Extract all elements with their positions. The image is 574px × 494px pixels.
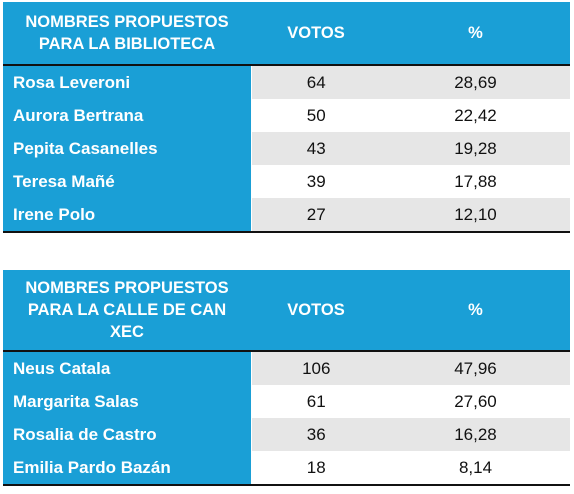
header-line: NOMBRES PROPUESTOS — [25, 279, 229, 297]
table-row: Aurora Bertrana 50 22,42 — [3, 99, 570, 132]
names-column-header: NOMBRES PROPUESTOS PARA LA BIBLIOTECA — [3, 2, 251, 66]
percent-cell: 8,14 — [381, 451, 570, 486]
votes-cell: 61 — [251, 385, 381, 418]
votes-cell: 36 — [251, 418, 381, 451]
percent-cell: 27,60 — [381, 385, 570, 418]
header-line: PARA LA CALLE DE CAN — [27, 301, 227, 319]
percent-cell: 28,69 — [381, 65, 570, 99]
percent-cell: 17,88 — [381, 165, 570, 198]
votes-cell: 39 — [251, 165, 381, 198]
candidate-name: Irene Polo — [3, 198, 252, 233]
header-line: XEC — [110, 323, 144, 341]
candidate-name: Teresa Mañé — [3, 165, 252, 198]
votes-cell: 18 — [251, 451, 381, 486]
table-header: NOMBRES PROPUESTOS PARA LA CALLE DE CAN … — [3, 270, 570, 352]
library-names-table: NOMBRES PROPUESTOS PARA LA BIBLIOTECA VO… — [3, 2, 570, 233]
candidate-name: Rosa Leveroni — [3, 65, 252, 99]
percent-cell: 19,28 — [381, 132, 570, 165]
candidate-name: Aurora Bertrana — [3, 99, 252, 132]
table-row: Neus Catala 106 47,96 — [3, 351, 570, 385]
votes-cell: 50 — [251, 99, 381, 132]
percent-column-header: % — [381, 2, 570, 66]
header-line: PARA LA BIBLIOTECA — [38, 35, 216, 53]
percent-column-header: % — [381, 270, 570, 352]
table-row: Rosa Leveroni 64 28,69 — [3, 65, 570, 99]
candidate-name: Emilia Pardo Bazán — [3, 451, 252, 486]
percent-cell: 16,28 — [381, 418, 570, 451]
table-row: Irene Polo 27 12,10 — [3, 198, 570, 233]
table-row: Emilia Pardo Bazán 18 8,14 — [3, 451, 570, 486]
candidate-name: Neus Catala — [3, 351, 252, 385]
table-row: Teresa Mañé 39 17,88 — [3, 165, 570, 198]
votes-cell: 27 — [251, 198, 381, 233]
street-names-table: NOMBRES PROPUESTOS PARA LA CALLE DE CAN … — [3, 270, 570, 486]
candidate-name: Rosalia de Castro — [3, 418, 252, 451]
candidate-name: Margarita Salas — [3, 385, 252, 418]
names-column-header: NOMBRES PROPUESTOS PARA LA CALLE DE CAN … — [3, 270, 251, 352]
votes-cell: 64 — [251, 65, 381, 99]
votes-column-header: VOTOS — [251, 270, 381, 352]
votes-cell: 43 — [251, 132, 381, 165]
votes-cell: 106 — [251, 351, 381, 385]
header-line: NOMBRES PROPUESTOS — [25, 13, 229, 31]
table-row: Rosalia de Castro 36 16,28 — [3, 418, 570, 451]
votes-column-header: VOTOS — [251, 2, 381, 66]
percent-cell: 12,10 — [381, 198, 570, 233]
percent-cell: 22,42 — [381, 99, 570, 132]
percent-cell: 47,96 — [381, 351, 570, 385]
table-header: NOMBRES PROPUESTOS PARA LA BIBLIOTECA VO… — [3, 2, 570, 66]
candidate-name: Pepita Casanelles — [3, 132, 252, 165]
table-row: Pepita Casanelles 43 19,28 — [3, 132, 570, 165]
table-row: Margarita Salas 61 27,60 — [3, 385, 570, 418]
